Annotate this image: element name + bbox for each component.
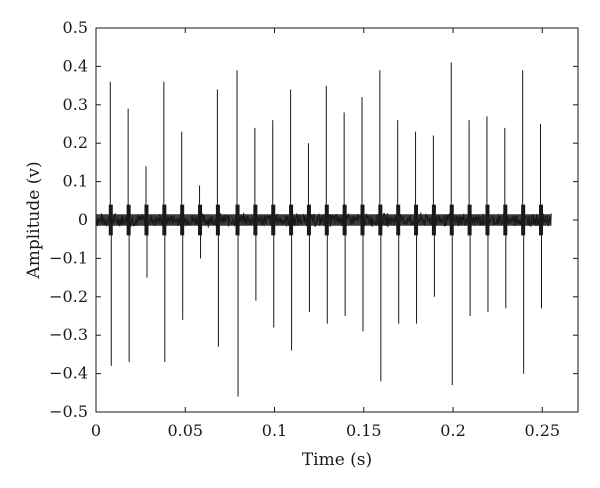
spike-burst: [324, 204, 329, 236]
spike-burst: [253, 204, 258, 236]
x-tick-label: 0: [91, 421, 101, 440]
spike-burst: [485, 204, 490, 236]
y-tick-label: 0.3: [63, 95, 88, 114]
x-tick-label: 0.25: [524, 421, 560, 440]
spike-burst: [360, 204, 365, 236]
spike-burst: [162, 204, 167, 236]
y-tick-label: −0.4: [49, 364, 88, 383]
y-axis-ticks: 0.5 0.4 0.3 0.2 0.1 0 −0.1 −0.2 −0.3 −0.4 −0.5: [49, 18, 578, 421]
spike-burst: [180, 204, 185, 236]
y-axis-label: Amplitude (v): [24, 161, 44, 279]
spike-burst: [467, 204, 472, 236]
spike-burst: [126, 204, 131, 236]
spike-burst: [215, 204, 220, 236]
spike-burst: [414, 204, 419, 236]
y-tick-label: 0.4: [63, 56, 88, 75]
y-tick-label: −0.3: [49, 325, 88, 344]
noise-core: [96, 214, 552, 226]
spike-burst: [431, 204, 436, 236]
spike-burst: [271, 204, 276, 236]
spike-burst: [521, 204, 526, 236]
y-tick-label: 0.2: [63, 133, 88, 152]
y-tick-label: 0.1: [63, 172, 88, 191]
spike-burst: [144, 204, 149, 236]
spike-burst: [378, 204, 383, 236]
y-tick-label: −0.2: [49, 287, 88, 306]
x-tick-label: 0.05: [167, 421, 203, 440]
y-tick-label: −0.1: [49, 248, 88, 267]
x-axis-label: Time (s): [302, 450, 372, 470]
spike-burst: [342, 204, 347, 236]
noise-layer: [95, 212, 552, 228]
x-axis-ticks: 0 0.05 0.1 0.15 0.2 0.25: [91, 28, 560, 440]
y-tick-label: 0.5: [63, 18, 88, 37]
spike-burst: [396, 204, 401, 236]
x-tick-label: 0.15: [346, 421, 382, 440]
spike-burst: [503, 204, 508, 236]
spike-burst: [306, 204, 311, 236]
spike-layer: [108, 62, 544, 397]
x-tick-label: 0.1: [262, 421, 287, 440]
spike-burst: [198, 204, 203, 236]
y-tick-label: 0: [78, 210, 88, 229]
spike-burst: [449, 204, 454, 236]
spike-burst: [108, 204, 113, 236]
spike-burst: [539, 204, 544, 236]
x-tick-label: 0.2: [440, 421, 465, 440]
spike-burst: [289, 204, 294, 236]
spike-burst: [235, 204, 240, 236]
y-tick-label: −0.5: [49, 402, 88, 421]
